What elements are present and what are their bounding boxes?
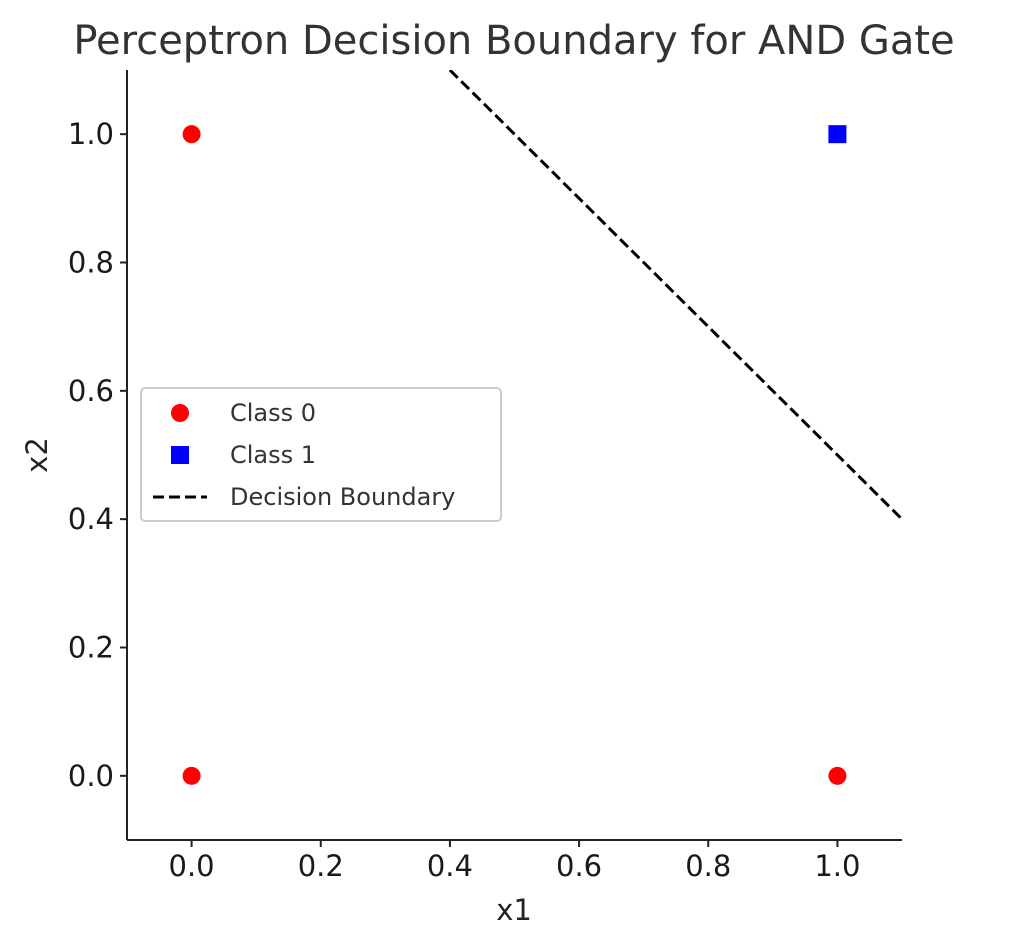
x-tick-label: 1.0	[814, 849, 860, 883]
y-tick-label: 0.6	[68, 374, 114, 408]
x-tick-label: 0.6	[556, 849, 602, 883]
class-0-point	[182, 125, 201, 144]
y-axis-ticks: 0.0 0.2 0.4 0.6 0.8 1.0	[68, 117, 127, 793]
legend-circle-swatch	[171, 404, 189, 422]
legend: Class 0 Class 1 Decision Boundary	[140, 387, 502, 522]
y-tick-label: 0.2	[68, 631, 114, 665]
x-tick-label: 0.0	[169, 849, 215, 883]
class-1-point	[828, 125, 847, 144]
legend-label: Decision Boundary	[230, 483, 455, 511]
y-tick-label: 0.0	[68, 759, 114, 793]
plot-area	[182, 70, 902, 785]
decision-boundary-line	[448, 70, 902, 521]
x-tick-label: 0.2	[298, 849, 344, 883]
x-tick-label: 0.4	[427, 849, 473, 883]
legend-frame	[140, 387, 502, 522]
y-tick-label: 0.8	[68, 246, 114, 280]
y-axis-label: x2	[20, 437, 54, 473]
class-0-point	[182, 766, 201, 785]
x-tick-label: 0.8	[685, 849, 731, 883]
class-0-point	[828, 766, 847, 785]
legend-label: Class 0	[230, 399, 316, 427]
x-axis-label: x1	[496, 893, 532, 927]
legend-square-swatch	[171, 446, 189, 464]
x-axis-ticks: 0.0 0.2 0.4 0.6 0.8 1.0	[169, 840, 860, 883]
y-tick-label: 0.4	[68, 502, 114, 536]
y-tick-label: 1.0	[68, 117, 114, 151]
legend-label: Class 1	[230, 441, 316, 469]
chart-title: Perceptron Decision Boundary for AND Gat…	[73, 18, 954, 64]
